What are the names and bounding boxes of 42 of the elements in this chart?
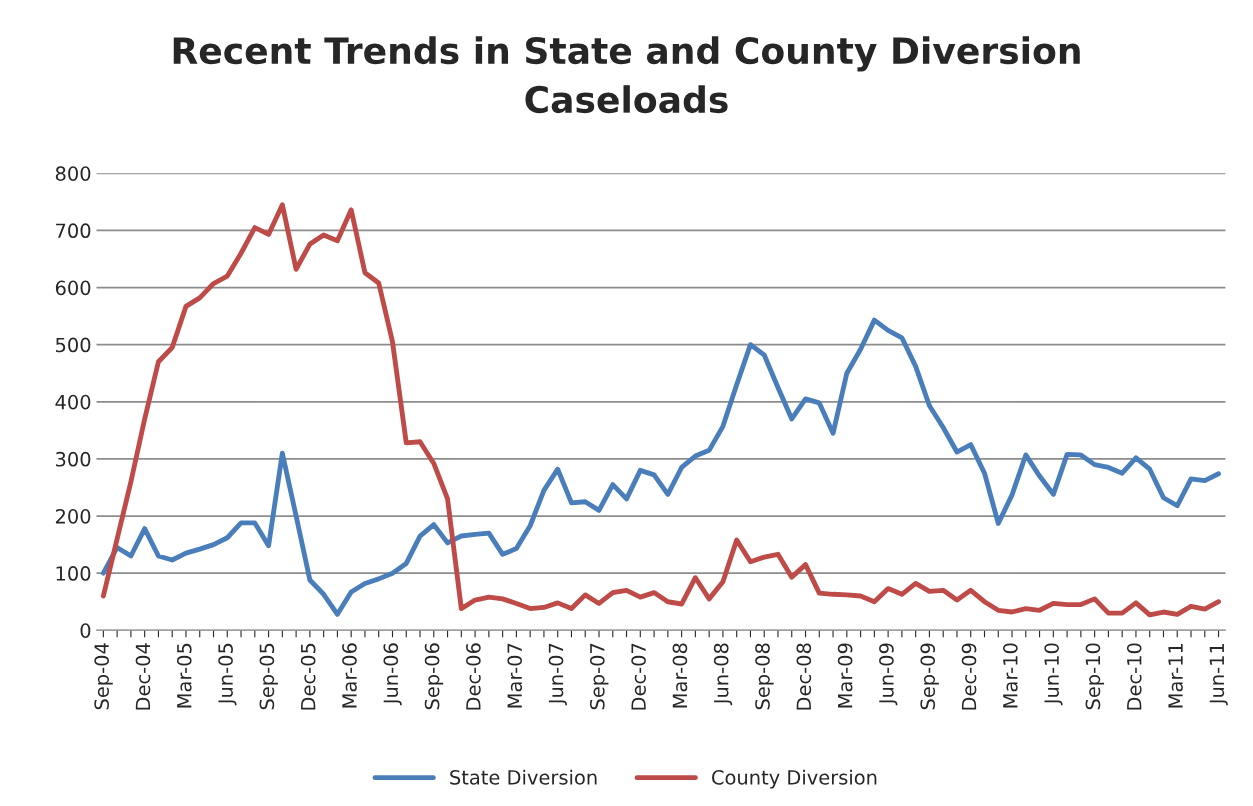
y-tick-label: 700 — [56, 223, 91, 239]
x-tick-label: Jun-08 — [713, 643, 733, 706]
x-tick-label: Sep-05 — [259, 643, 278, 710]
legend-label: State Diversion — [450, 769, 597, 785]
x-tick-label: Mar-07 — [507, 643, 523, 708]
y-tick-label: 600 — [55, 280, 91, 296]
x-tick-label: Dec-08 — [796, 643, 812, 710]
x-tick-label: Dec-06 — [466, 643, 481, 710]
y-tick-label: 300 — [55, 451, 91, 467]
y-tick-label: 500 — [56, 337, 91, 353]
x-tick-label: Dec-04 — [135, 643, 151, 710]
x-tick-label: Sep-04 — [94, 643, 113, 710]
x-tick-label: Mar-09 — [837, 643, 853, 708]
y-tick-label: 200 — [55, 509, 91, 524]
x-tick-label: Sep-10 — [1085, 643, 1105, 710]
x-tick-label: Jun-09 — [879, 643, 898, 706]
x-tick-label: Jun-10 — [1044, 643, 1063, 706]
x-tick-label: Mar-06 — [342, 643, 357, 708]
x-tick-label: Mar-10 — [1002, 643, 1018, 708]
x-tick-label: Jun-05 — [218, 643, 237, 706]
x-tick-label: Sep-08 — [755, 643, 774, 710]
y-tick-label: 0 — [80, 623, 91, 638]
x-tick-label: Jun-06 — [383, 643, 402, 706]
x-tick-label: Mar-08 — [672, 643, 688, 708]
x-tick-label: Jun-11 — [1209, 643, 1228, 706]
line-series — [100, 317, 1221, 617]
chart-title: Recent Trends in State and County Diversion Caseloads — [173, 36, 1080, 114]
y-tick-label: 400 — [55, 394, 91, 410]
x-tick-label: Mar-11 — [1168, 643, 1183, 708]
line-series — [100, 202, 1221, 618]
y-tick-label: 100 — [56, 566, 91, 581]
y-tick-label: 800 — [55, 166, 91, 181]
x-tick-label: Dec-07 — [631, 643, 646, 710]
x-tick-label: Jun-07 — [548, 643, 567, 706]
x-tick-label: Sep-06 — [424, 643, 444, 710]
legend-label: County Diversion — [712, 769, 877, 789]
x-tick-label: Dec-05 — [300, 643, 316, 710]
x-tick-label: Dec-10 — [1126, 643, 1142, 710]
x-tick-label: Sep-07 — [589, 643, 609, 710]
x-tick-label: Dec-09 — [961, 643, 977, 710]
x-tick-label: Sep-09 — [920, 643, 939, 710]
x-tick-label: Mar-05 — [176, 643, 192, 708]
